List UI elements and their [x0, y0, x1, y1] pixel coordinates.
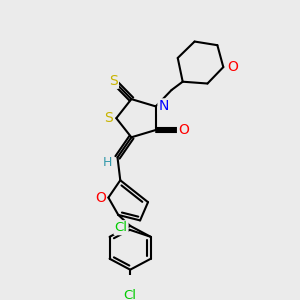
Text: Cl: Cl — [115, 221, 128, 234]
Text: O: O — [95, 190, 106, 205]
Text: N: N — [158, 99, 169, 113]
Text: S: S — [109, 74, 118, 88]
Text: H: H — [103, 156, 112, 170]
Text: O: O — [227, 60, 238, 74]
Text: Cl: Cl — [124, 289, 137, 300]
Text: O: O — [178, 123, 189, 137]
Text: S: S — [104, 111, 113, 125]
